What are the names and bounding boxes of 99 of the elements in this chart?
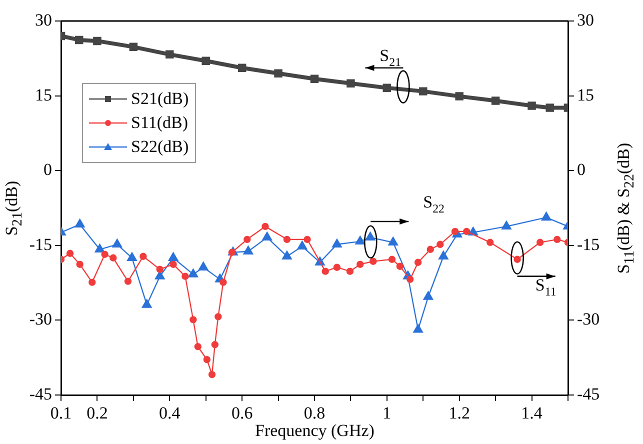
point: [127, 252, 137, 261]
point: [451, 228, 459, 236]
legend-label: S21(dB): [131, 89, 189, 109]
y-tick-label: 0: [44, 160, 52, 180]
point: [463, 228, 470, 236]
point: [166, 50, 174, 59]
x-tick-label: 0.4: [159, 404, 181, 423]
point: [74, 36, 84, 44]
point: [333, 264, 341, 271]
point: [142, 299, 152, 308]
point: [220, 278, 227, 286]
point: [244, 236, 251, 244]
point: [168, 252, 178, 261]
point: [502, 220, 512, 230]
point: [124, 278, 132, 285]
point: [297, 240, 308, 250]
point: [76, 260, 84, 268]
y-tick-label: 30: [35, 10, 52, 30]
y2-tick-label: 0: [577, 160, 586, 180]
x-axis-title: Frequency (GHz): [255, 421, 374, 441]
point: [140, 252, 147, 260]
point: [170, 260, 177, 268]
y-tick-label: 15: [35, 85, 52, 104]
y2-tick-label: 30: [577, 10, 594, 30]
point: [528, 102, 536, 110]
point: [282, 250, 292, 260]
point: [194, 343, 202, 350]
point: [423, 291, 434, 300]
point: [274, 69, 282, 78]
point: [129, 42, 138, 52]
x-tick-label: 0.2: [86, 404, 108, 423]
point: [356, 260, 364, 268]
point: [208, 370, 216, 378]
x-tick-label: 0.8: [304, 404, 326, 423]
x-tick-label: 1: [382, 404, 392, 423]
point: [243, 246, 254, 254]
point: [388, 236, 398, 246]
y-tick-label: -30: [29, 310, 52, 329]
point: [322, 268, 329, 275]
point: [304, 236, 311, 244]
point: [228, 248, 236, 256]
y2-tick-label: 15: [577, 85, 594, 104]
y2-tick-label: -45: [577, 384, 600, 404]
point: [438, 250, 448, 260]
point: [406, 276, 414, 283]
x-tick-label: 1.2: [448, 404, 470, 423]
point: [436, 240, 444, 248]
point: [426, 246, 434, 253]
point: [365, 232, 376, 241]
point: [101, 250, 108, 258]
point: [112, 238, 122, 248]
point: [203, 356, 211, 364]
point: [491, 96, 500, 105]
point: [382, 84, 392, 92]
point: [88, 278, 96, 286]
y2-tick-label: -30: [577, 310, 600, 329]
point: [355, 236, 366, 245]
legend-label: S11(dB): [131, 113, 188, 133]
point: [370, 258, 377, 265]
point: [455, 92, 464, 100]
point: [198, 262, 208, 270]
y-tick-label: -15: [29, 234, 52, 254]
point: [419, 87, 428, 96]
point: [202, 56, 210, 66]
point: [190, 316, 197, 324]
point: [546, 104, 554, 112]
point: [262, 232, 272, 241]
x-tick-label: 0.1: [50, 404, 72, 423]
point: [346, 268, 354, 275]
point: [188, 268, 198, 278]
point: [536, 238, 544, 246]
point: [541, 212, 552, 221]
point: [238, 64, 246, 72]
point: [110, 254, 117, 262]
x-tick-label: 0.6: [231, 404, 253, 423]
y2-tick-label: -15: [577, 234, 600, 254]
point: [214, 313, 222, 320]
point: [554, 236, 561, 244]
point: [283, 236, 291, 244]
point: [262, 222, 269, 230]
legend-label: S22(dB): [131, 137, 189, 157]
point: [346, 79, 355, 88]
point: [388, 256, 396, 263]
point: [94, 244, 105, 252]
point: [74, 218, 85, 228]
point: [93, 36, 102, 46]
x-tick-label: 1.4: [521, 404, 543, 423]
y-tick-label: -45: [29, 384, 52, 404]
point: [156, 266, 164, 273]
point: [514, 256, 521, 263]
point: [211, 341, 219, 348]
point: [66, 250, 74, 257]
point: [332, 238, 342, 248]
point: [486, 238, 494, 246]
point: [396, 262, 404, 270]
point: [413, 324, 424, 333]
point: [310, 74, 319, 83]
point: [182, 272, 189, 280]
point: [414, 258, 422, 266]
